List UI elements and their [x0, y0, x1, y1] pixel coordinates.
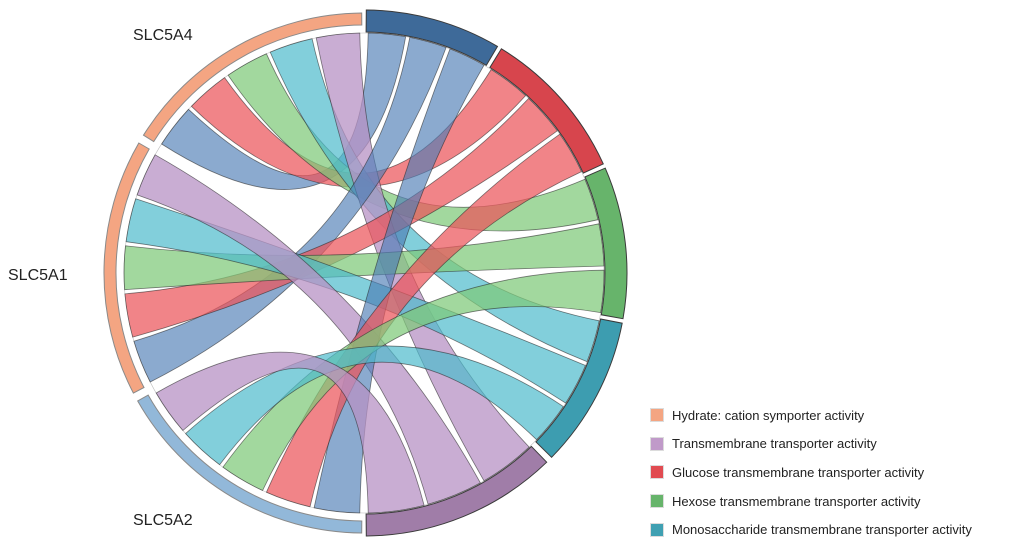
- legend-swatch: [650, 436, 664, 451]
- term-arc-monosaccharide: [535, 318, 623, 459]
- ribbon-slc5a1-transmembrane: [136, 154, 481, 505]
- gene-arc-slc5a2: [137, 394, 363, 534]
- legend-swatch: [650, 408, 664, 423]
- inner-ring: [123, 32, 605, 514]
- legend-swatch: [650, 494, 664, 509]
- gene-label-slc5a4: SLC5A4: [133, 27, 193, 44]
- ribbon-slc5a2-transmembrane: [155, 351, 425, 514]
- legend-label: Transmembrane transporter activity: [672, 436, 877, 452]
- legend-label: Glucose transmembrane transporter activi…: [672, 464, 925, 480]
- ribbon-slc5a2-monosaccharide: [185, 345, 564, 466]
- legend: Hydrate: cation symporter activity Trans…: [650, 401, 972, 544]
- term-arc-glucose: [489, 48, 604, 174]
- legend-swatch: [650, 522, 664, 537]
- legend-item-hexose: Hexose transmembrane transporter activit…: [650, 487, 972, 516]
- ribbons: [123, 32, 605, 514]
- legend-item-monosaccharide: Monosaccharide transmembrane transporter…: [650, 515, 972, 544]
- gene-label-slc5a2: SLC5A2: [133, 512, 193, 529]
- gene-arc-slc5a4: [142, 12, 363, 143]
- gene-arc-slc5a1: [103, 142, 150, 394]
- legend-label: Monosaccharide transmembrane transporter…: [672, 522, 972, 538]
- gene-label-slc5a1: SLC5A1: [8, 267, 68, 284]
- term-arc-hexose: [584, 167, 628, 320]
- ribbon-slc5a4-hydrate: [161, 32, 407, 190]
- legend-item-glucose: Glucose transmembrane transporter activi…: [650, 458, 972, 487]
- gene-labels: SLC5A4 SLC5A1 SLC5A2: [8, 27, 193, 529]
- ribbon-slc5a4-glucose: [190, 68, 527, 188]
- term-arc-hydrate: [365, 9, 499, 66]
- term-arc-transmembrane: [365, 445, 548, 537]
- legend-swatch: [650, 465, 664, 480]
- arcs: [103, 9, 628, 537]
- legend-item-transmembrane: Transmembrane transporter activity: [650, 430, 972, 459]
- legend-item-hydrate: Hydrate: cation symporter activity: [650, 401, 972, 430]
- legend-label: Hexose transmembrane transporter activit…: [672, 493, 921, 509]
- legend-label: Hydrate: cation symporter activity: [672, 407, 865, 423]
